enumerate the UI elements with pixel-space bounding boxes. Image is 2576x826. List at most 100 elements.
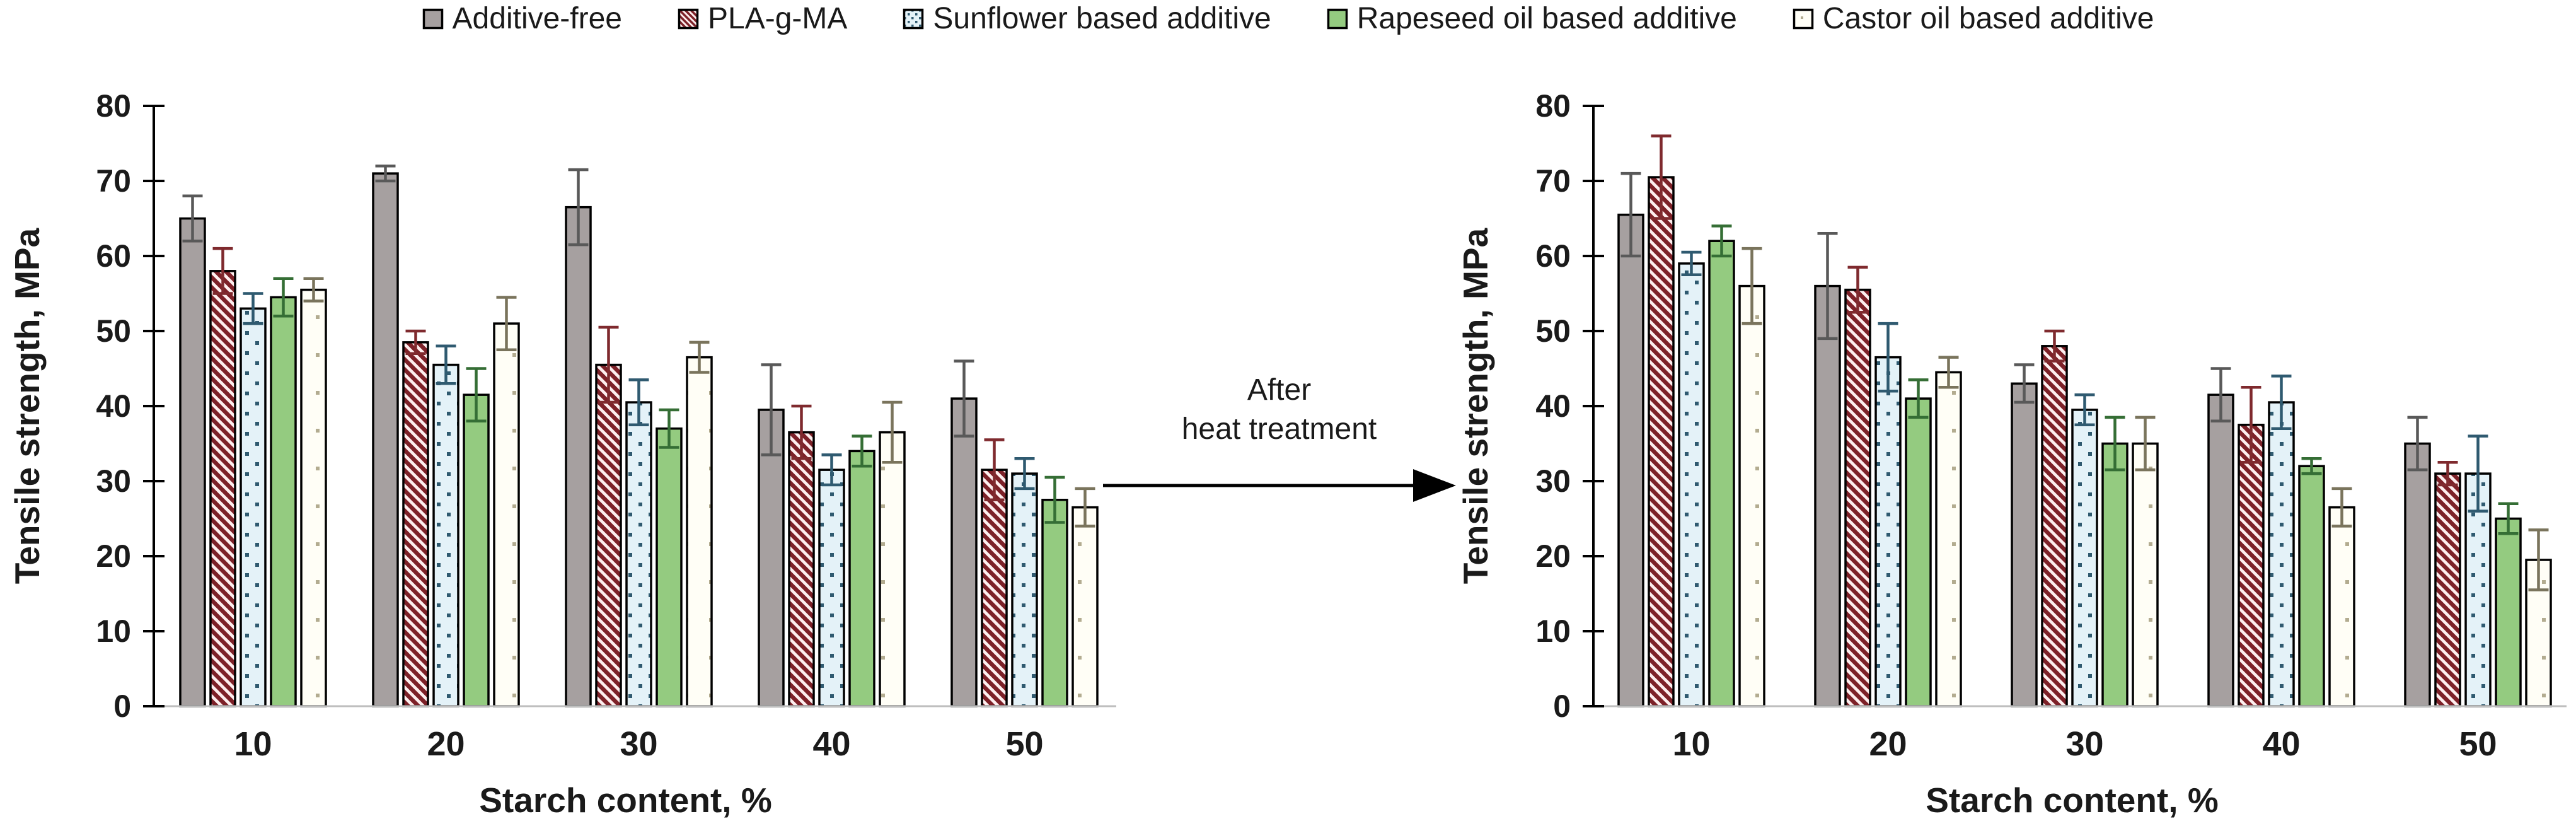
chart-legend: Additive-free PLA-g-MA Sunflower based add… <box>0 4 2576 34</box>
error-bar <box>821 453 842 487</box>
bar <box>240 307 267 707</box>
x-category-label: 40 <box>812 725 850 763</box>
bar <box>1738 284 1765 707</box>
error-bar <box>2528 528 2549 591</box>
bar-chart-before-heat-treatment: 0 10 20 30 40 50 60 70 80 10 20 30 40 50 Starch conten… <box>10 88 1116 820</box>
x-category-label: 20 <box>1869 725 1907 763</box>
legend-item-additive-free: Additive-free <box>422 4 622 34</box>
bar <box>788 431 815 707</box>
bar <box>1935 371 1962 707</box>
x-category-label: 40 <box>2262 725 2300 763</box>
bar <box>1678 262 1705 707</box>
bar <box>402 341 429 707</box>
error-bar <box>2468 434 2488 513</box>
error-bar <box>598 325 619 404</box>
bar <box>625 401 652 707</box>
y-axis-title: Tensile strength, MPa <box>10 228 47 584</box>
error-bar <box>1075 487 1095 528</box>
error-bar <box>436 344 456 385</box>
error-bar <box>2271 375 2292 430</box>
error-bar <box>659 408 679 449</box>
y-tick-label: 50 <box>96 313 131 349</box>
error-bar <box>2407 416 2428 472</box>
y-tick-label: 0 <box>1553 689 1571 724</box>
bar <box>2041 345 2068 707</box>
error-bar <box>2074 393 2095 426</box>
legend-item-pla-g-ma: PLA-g-MA <box>678 4 847 34</box>
legend-label: Rapeseed oil based additive <box>1356 2 1737 35</box>
bar <box>2132 442 2159 707</box>
x-category-label: 10 <box>234 725 272 763</box>
bar <box>2071 409 2098 707</box>
bar <box>300 288 327 707</box>
x-category-label: 30 <box>620 725 657 763</box>
y-tick-label: 0 <box>113 689 131 724</box>
bar <box>1071 506 1099 707</box>
bar <box>209 270 236 707</box>
error-bar <box>761 363 782 457</box>
annotation-line-2: heat treatment <box>1181 412 1377 446</box>
legend-item-rapeseed-oil-based-additive: Rapeseed oil based additive <box>1327 4 1737 34</box>
bar <box>372 172 399 707</box>
red-hatch-swatch-icon <box>678 8 699 30</box>
error-bar <box>2437 461 2458 487</box>
bar <box>686 356 713 707</box>
y-tick-label: 10 <box>96 614 131 649</box>
error-bar <box>852 434 872 468</box>
bar <box>432 363 459 707</box>
bar <box>1844 288 1871 707</box>
error-bar <box>1681 250 1702 276</box>
gray-solid-swatch-icon <box>422 8 443 30</box>
bar <box>656 427 683 707</box>
error-bar <box>954 359 974 438</box>
legend-label: PLA-g-MA <box>708 2 848 35</box>
bar <box>879 431 906 707</box>
error-bar <box>2498 502 2519 535</box>
error-bar <box>303 277 324 303</box>
bar <box>2328 506 2355 707</box>
bar <box>565 206 592 707</box>
bar <box>179 217 206 707</box>
x-axis-title: Starch content, % <box>1926 781 2219 820</box>
y-tick-label: 40 <box>1535 388 1571 424</box>
bar <box>1905 397 1932 707</box>
error-bar <box>2210 367 2231 423</box>
bar <box>595 363 622 707</box>
bar <box>1814 284 1841 707</box>
x-category-label: 30 <box>2065 725 2103 763</box>
y-tick-label: 70 <box>1535 163 1571 199</box>
error-bar <box>2241 386 2261 464</box>
y-tick-label: 40 <box>96 388 131 424</box>
error-bar <box>1044 475 1065 524</box>
bar <box>2434 472 2461 707</box>
error-bar <box>1620 172 1641 258</box>
green-solid-swatch-icon <box>1327 8 1348 30</box>
error-bar <box>1651 134 1672 220</box>
error-bar <box>689 340 710 374</box>
error-bar <box>2331 487 2352 528</box>
annotation-line-1: After <box>1247 373 1312 407</box>
x-axis-title: Starch content, % <box>479 781 772 820</box>
error-bar <box>1741 247 1762 325</box>
error-bar <box>791 404 812 460</box>
x-category-label: 50 <box>1005 725 1043 763</box>
bar <box>2404 442 2431 707</box>
blue-dots-swatch-icon <box>903 8 924 30</box>
y-tick-label: 80 <box>96 88 131 124</box>
error-bar <box>182 194 203 243</box>
bar <box>981 468 1008 707</box>
error-bar <box>984 438 1005 501</box>
error-bar <box>1878 322 1898 393</box>
bar-chart-after-heat-treatment: 0 10 20 30 40 50 60 70 80 10 20 30 40 50 Starch conten… <box>1456 88 2567 820</box>
bar <box>2298 465 2325 707</box>
error-bar <box>568 168 589 247</box>
y-tick-label: 30 <box>96 463 131 499</box>
bar <box>1617 213 1644 707</box>
error-bar <box>243 292 263 325</box>
bar <box>2207 393 2234 707</box>
bar <box>1011 472 1038 707</box>
annotation-after-heat-treatment: After heat treatment <box>1098 371 1460 511</box>
error-bar <box>882 400 903 464</box>
error-bar <box>2135 416 2156 472</box>
